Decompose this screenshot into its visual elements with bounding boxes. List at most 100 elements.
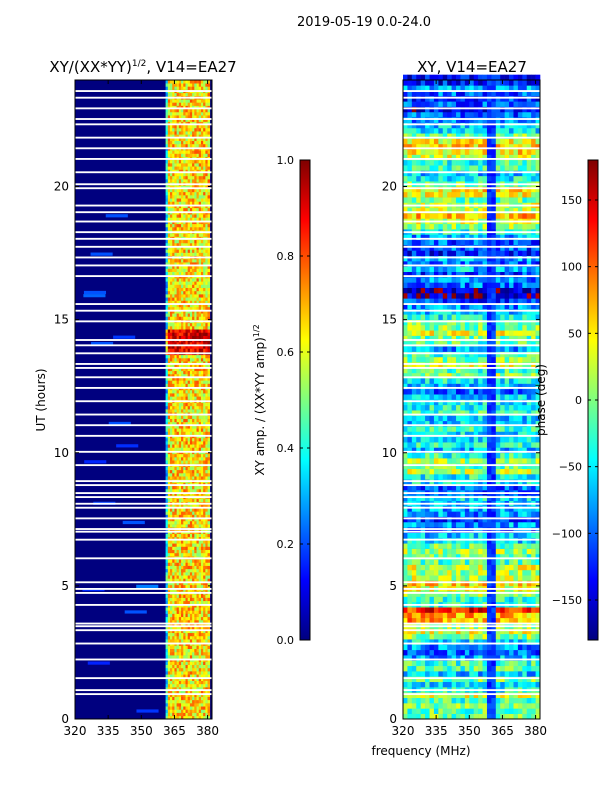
amp-cell	[167, 651, 171, 656]
amp-cell	[205, 444, 208, 448]
phase-cell	[429, 644, 435, 651]
amp-cell	[176, 655, 180, 659]
amp-cell	[207, 223, 211, 228]
amp-cell	[172, 425, 175, 429]
phase-cell	[469, 649, 475, 656]
amp-cell	[174, 239, 177, 244]
amp-cell	[183, 246, 186, 250]
amp-cell	[167, 137, 171, 142]
amp-cell	[205, 639, 208, 643]
phase-cell	[425, 617, 430, 624]
amp-cell	[165, 377, 169, 381]
amp-cell	[203, 300, 206, 304]
phase-cell	[504, 633, 510, 640]
phase-cell	[460, 708, 466, 714]
amp-cell	[207, 687, 211, 691]
amp-cell	[167, 83, 171, 87]
amp-cell	[181, 207, 184, 212]
phase-cell	[456, 703, 461, 709]
amp-cell	[185, 134, 188, 138]
amp-cell	[183, 86, 186, 90]
amp-cell	[165, 425, 169, 429]
phase-cell	[433, 681, 439, 688]
amp-cell	[187, 613, 191, 618]
amp-cell	[196, 179, 200, 183]
amp-cell	[203, 306, 206, 311]
amp-cell	[183, 108, 186, 113]
phase-cell	[442, 596, 448, 603]
amp-cell	[170, 115, 173, 119]
phase-cell	[442, 676, 448, 683]
amp-cell	[172, 214, 175, 218]
amp-cell	[200, 511, 204, 515]
phase-cell	[535, 665, 541, 672]
amp-cell	[187, 600, 191, 605]
amp-cell	[170, 306, 173, 311]
amp-cell	[192, 549, 195, 554]
amp-stripe	[136, 709, 159, 713]
amp-cell	[176, 380, 180, 384]
amp-cell	[165, 511, 169, 515]
amp-cell	[196, 671, 200, 675]
phase-cell	[469, 703, 475, 709]
amp-cell	[194, 511, 197, 515]
amp-cell	[200, 584, 204, 589]
amp-cell	[167, 271, 171, 276]
amp-cell	[185, 233, 188, 237]
phase-cell	[531, 580, 536, 587]
amp-cell	[196, 466, 200, 471]
phase-cell	[478, 617, 483, 624]
amp-cell	[181, 677, 184, 681]
amp-cell	[192, 313, 195, 317]
amp-cell	[205, 281, 208, 285]
amp-cell	[174, 552, 177, 557]
amp-cell	[205, 393, 208, 397]
amp-cell	[172, 185, 175, 189]
amp-cell	[165, 300, 169, 304]
amp-cell	[192, 687, 195, 691]
amp-cell	[187, 172, 191, 177]
amp-cell	[170, 354, 173, 359]
amp-cell	[185, 425, 188, 429]
phase-cell	[482, 612, 488, 619]
amp-cell	[167, 367, 171, 372]
amp-cell	[192, 706, 195, 710]
amp-cell	[185, 520, 188, 525]
phase-cell	[526, 676, 532, 683]
amp-cell	[167, 332, 171, 336]
amp-cell	[198, 629, 202, 634]
amp-cell	[170, 348, 173, 352]
amp-cell	[167, 159, 171, 164]
amp-cell	[203, 313, 206, 317]
amp-cell	[172, 549, 175, 554]
amp-cell	[174, 543, 177, 547]
gap-row	[75, 693, 212, 696]
amp-cell	[205, 441, 208, 445]
amp-cell	[183, 367, 186, 372]
amp-cell	[183, 572, 186, 576]
amp-cell	[194, 108, 197, 113]
phase-cell	[433, 633, 439, 640]
amp-cell	[181, 565, 184, 570]
amp-cell	[174, 597, 177, 602]
amp-cell	[194, 345, 197, 349]
amp-cell	[172, 540, 175, 544]
amp-cell	[207, 207, 211, 212]
amp-cell	[185, 239, 188, 244]
phase-cell	[513, 607, 519, 613]
amp-cell	[174, 680, 177, 685]
phase-cell	[407, 575, 413, 581]
phase-cell	[411, 660, 417, 667]
phase-cell	[473, 596, 479, 603]
amp-cell	[170, 559, 173, 563]
phase-cell	[407, 697, 413, 704]
amp-cell	[174, 546, 177, 550]
amp-cell	[192, 201, 195, 205]
amp-cell	[203, 265, 206, 269]
amp-cell	[185, 578, 188, 582]
amp-cell	[207, 559, 211, 563]
amp-cell	[183, 460, 186, 464]
amp-cell	[178, 281, 182, 285]
amp-cell	[196, 159, 200, 164]
amp-cell	[187, 281, 191, 285]
